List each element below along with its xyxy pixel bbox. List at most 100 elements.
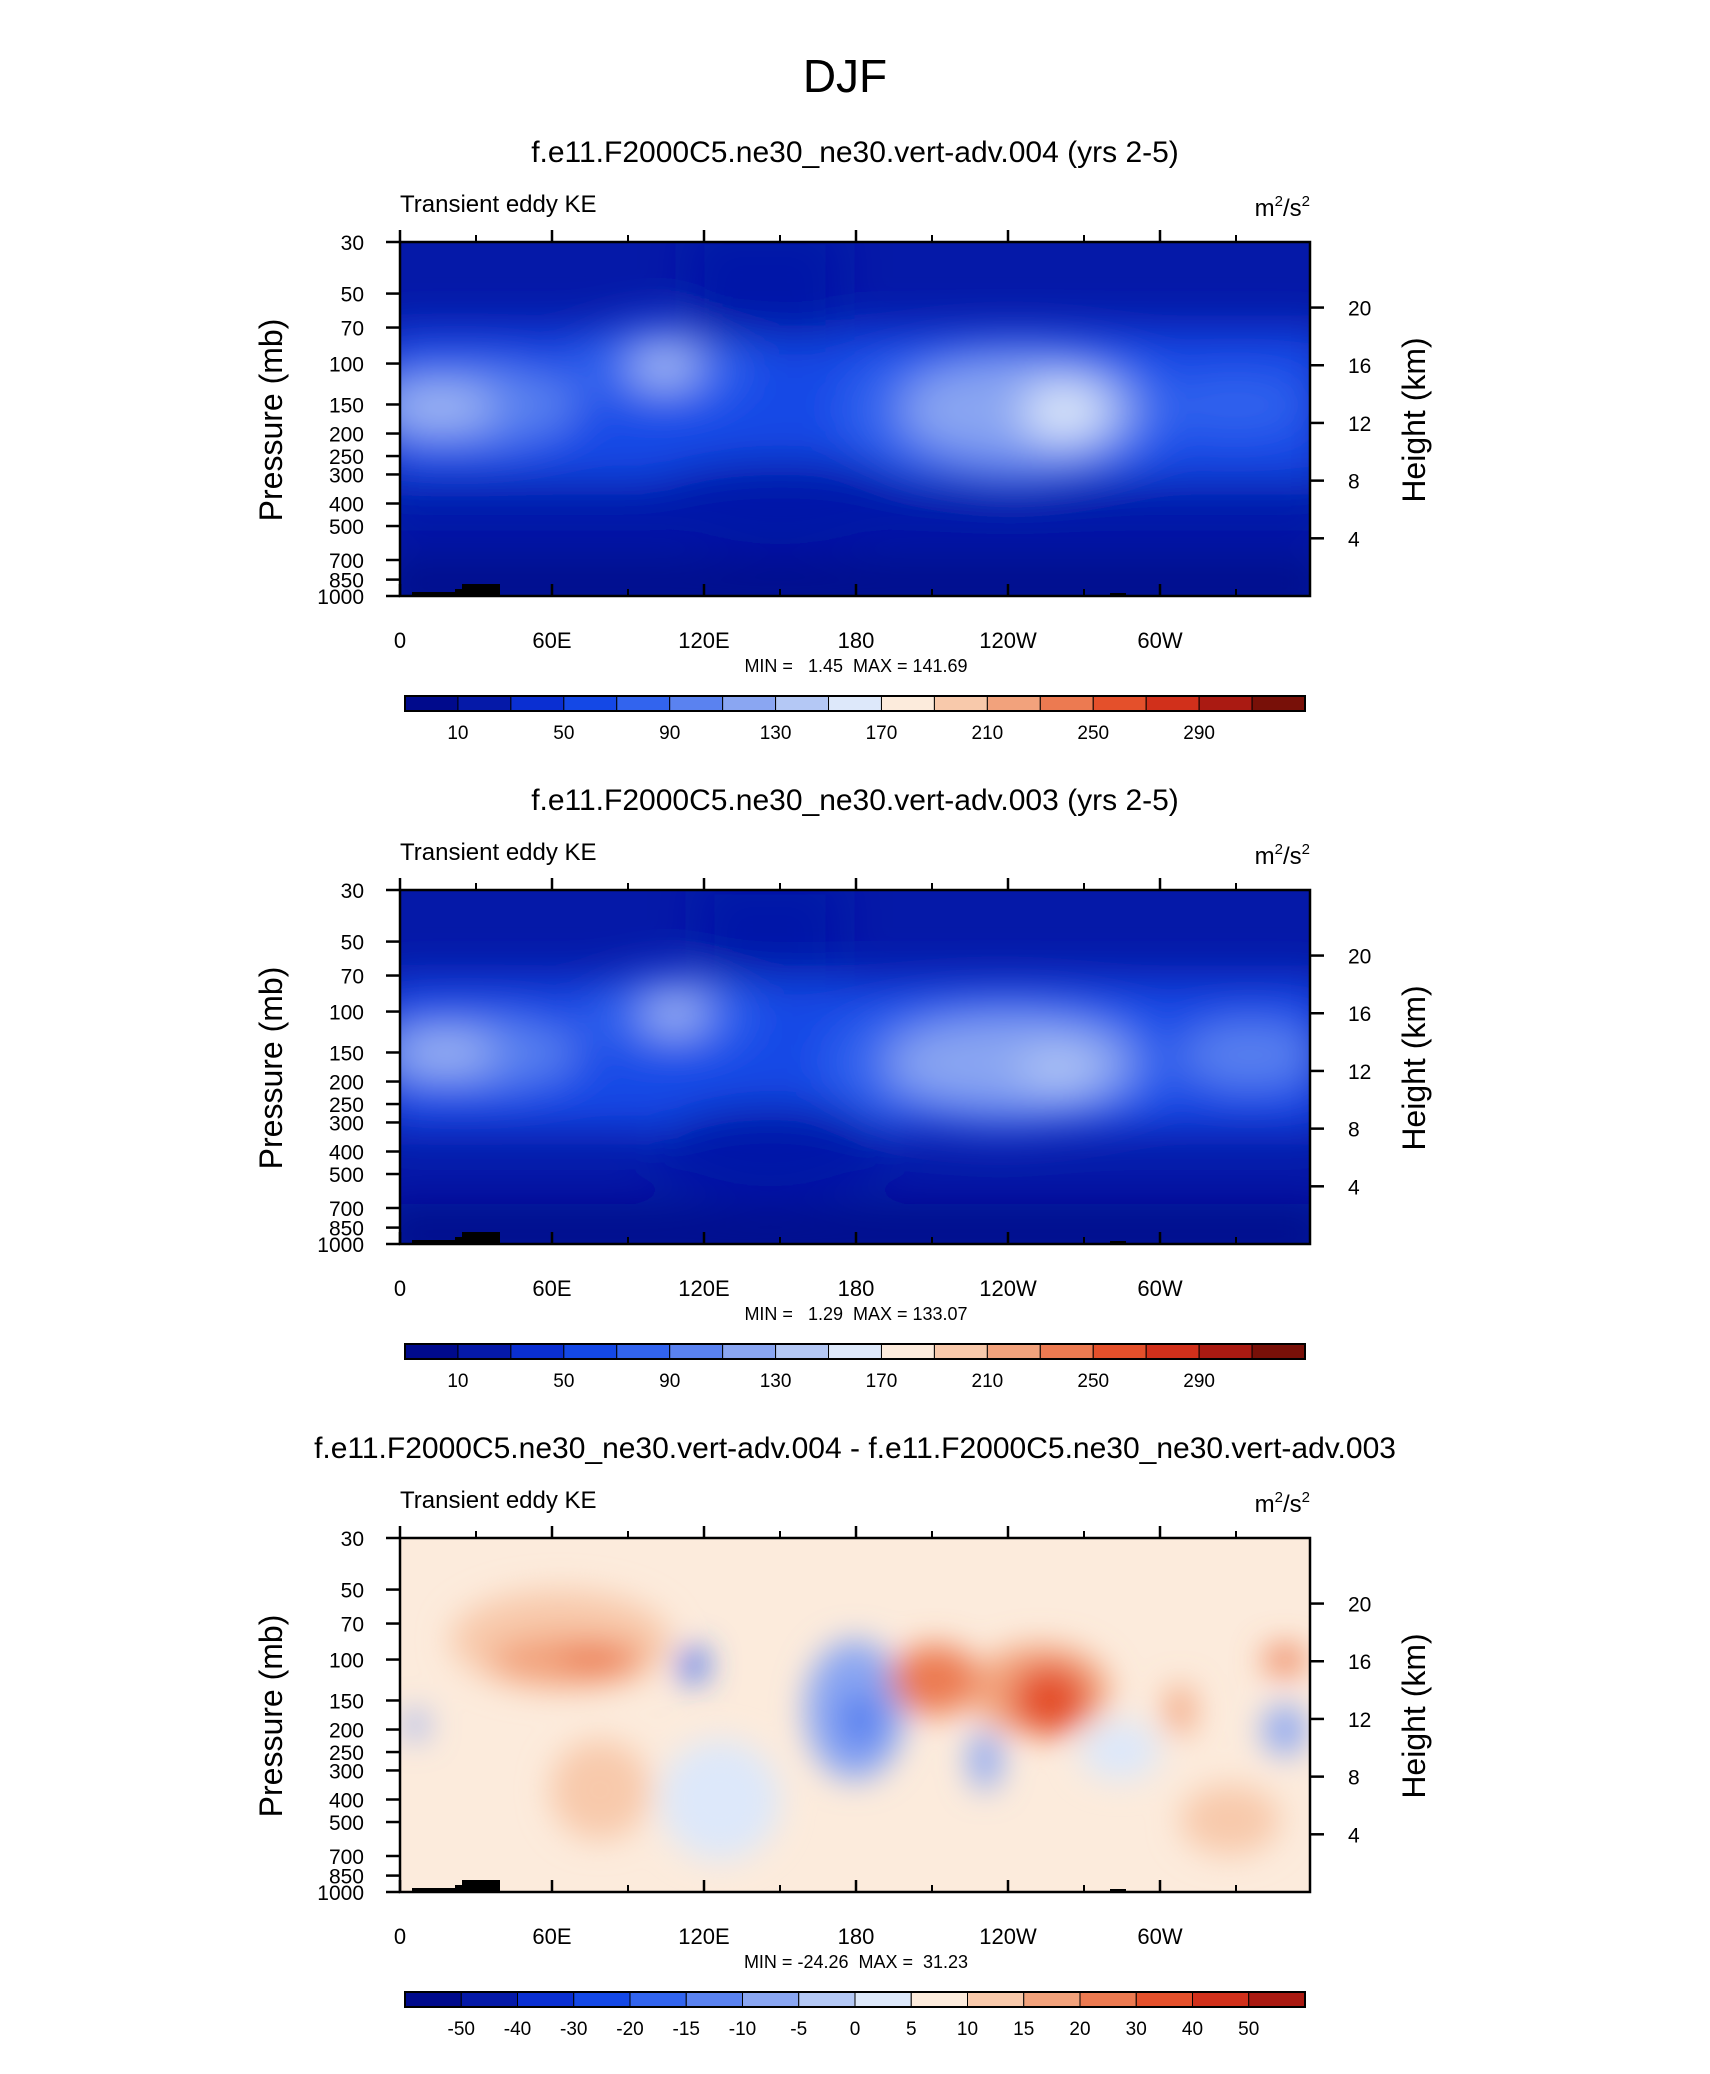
- colorbar-swatch: [910, 1991, 968, 2008]
- colorbar-swatch: [880, 1343, 935, 1360]
- colorbar-swatch: [967, 1991, 1025, 2008]
- colorbar-frame: [404, 1991, 1306, 2008]
- panel-2: f.e11.F2000C5.ne30_ne30.vert-adv.003 (yr…: [253, 784, 1432, 1392]
- panel-1-topography: [412, 584, 1126, 596]
- panel-1-colorbar: 10 50 90 130 170 210 250 290: [404, 695, 1306, 744]
- colorbar-swatch: [573, 1991, 631, 2008]
- y-tick-label: 500: [329, 1164, 364, 1187]
- colorbar-label: 10: [447, 1371, 468, 1392]
- colorbar-label: 210: [972, 1371, 1004, 1392]
- colorbar-label: 10: [447, 723, 468, 744]
- colorbar-swatch: [828, 1343, 882, 1360]
- y-tick-label: 50: [341, 932, 364, 955]
- y2-tick-label: 16: [1348, 1003, 1371, 1026]
- panel-2-variable-label: Transient eddy KE: [400, 839, 597, 866]
- colorbar-swatch: [1092, 695, 1147, 712]
- colorbar-label: 30: [1126, 2019, 1147, 2040]
- field-trough-tropics: [630, 460, 930, 550]
- colorbar-swatch: [510, 1343, 565, 1360]
- panel-2-ylabel: Pressure (mb): [253, 967, 289, 1170]
- x-tick-label: 120W: [979, 1924, 1037, 1949]
- panel-1-y2label: Height (km): [1396, 337, 1432, 502]
- y-tick-label: 150: [329, 394, 364, 417]
- panel-1-units: m2/s2: [1255, 193, 1310, 222]
- panel-3: f.e11.F2000C5.ne30_ne30.vert-adv.004 - f…: [253, 1432, 1432, 2040]
- panel-1: f.e11.F2000C5.ne30_ne30.vert-adv.004 (yr…: [253, 136, 1432, 744]
- y-tick-label: 1000: [317, 1234, 364, 1257]
- colorbar-swatch: [854, 1991, 912, 2008]
- x-tick-label: 120E: [678, 628, 729, 653]
- colorbar-swatch: [1079, 1991, 1137, 2008]
- colorbar-swatch: [722, 1343, 777, 1360]
- field-pos-east: [1263, 1646, 1307, 1674]
- y2-tick-label: 8: [1348, 471, 1360, 494]
- colorbar-swatch: [629, 1991, 687, 2008]
- colorbar-label: -40: [504, 2019, 531, 2040]
- field-neg-west-edge: [403, 1711, 427, 1739]
- y-tick-label: 50: [341, 1580, 364, 1603]
- topography-fill: [412, 1232, 500, 1244]
- y2-tick-label: 16: [1348, 1651, 1371, 1674]
- field-pos-asia-core: [560, 1648, 630, 1672]
- figure-title: DJF: [803, 50, 887, 102]
- colorbar-swatch: [404, 1991, 462, 2008]
- colorbar-swatch: [1039, 695, 1094, 712]
- colorbar-swatch: [1192, 1991, 1250, 2008]
- y2-tick-label: 4: [1348, 1824, 1360, 1847]
- colorbar-swatch: [1198, 1343, 1253, 1360]
- colorbar-label: -10: [729, 2019, 756, 2040]
- colorbar-frame: [404, 1343, 1306, 1360]
- y-tick-label: 70: [341, 966, 364, 989]
- colorbar-label: 170: [866, 1371, 898, 1392]
- colorbar-swatch: [510, 695, 565, 712]
- y-tick-label: 30: [341, 1528, 364, 1551]
- colorbar-swatch: [986, 1343, 1041, 1360]
- field-neg-mid: [969, 1730, 1001, 1790]
- colorbar-label: 50: [1238, 2019, 1259, 2040]
- field-jet-pacific-core: [1023, 384, 1107, 440]
- y2-tick-label: 4: [1348, 1176, 1360, 1199]
- colorbar-label: -50: [448, 2019, 475, 2040]
- y-tick-label: 30: [341, 232, 364, 255]
- panel-2-x-axis: 0 60E 120E 180 120W 60W: [394, 878, 1237, 1301]
- colorbar-label: 90: [659, 1371, 680, 1392]
- topography-ridge: [1110, 1889, 1126, 1892]
- colorbar-swatch: [1248, 1991, 1306, 2008]
- colorbar-swatch: [457, 695, 512, 712]
- colorbar-label: 130: [760, 723, 792, 744]
- colorbar-label: 50: [553, 723, 574, 744]
- colorbar-swatch: [1251, 1343, 1306, 1360]
- colorbar-swatch: [1251, 695, 1306, 712]
- field-neg-zone: [1080, 1720, 1160, 1780]
- field-jet-pacific-core: [1020, 1050, 1100, 1090]
- colorbar-swatch: [616, 1343, 671, 1360]
- panel-3-title: f.e11.F2000C5.ne30_ne30.vert-adv.004 - f…: [314, 1432, 1396, 1465]
- y2-tick-label: 12: [1348, 1709, 1371, 1732]
- panel-3-units: m2/s2: [1255, 1489, 1310, 1518]
- y-tick-label: 500: [329, 516, 364, 539]
- x-tick-label: 180: [838, 1276, 875, 1301]
- colorbar-swatch: [563, 1343, 618, 1360]
- field-trough-tropics: [650, 1105, 890, 1195]
- colorbar-label: 40: [1182, 2019, 1203, 2040]
- field-jet-west-core: [400, 392, 495, 424]
- y-tick-label: 700: [329, 1846, 364, 1869]
- panel-2-units: m2/s2: [1255, 841, 1310, 870]
- y-tick-label: 250: [329, 446, 364, 469]
- colorbar-label: 130: [760, 1371, 792, 1392]
- panel-2-height-axis: 20 16 12 8 4: [1310, 946, 1371, 1199]
- x-tick-label: 120W: [979, 1276, 1037, 1301]
- field-pos-pacific-west: [890, 1645, 980, 1715]
- panel-2-title: f.e11.F2000C5.ne30_ne30.vert-adv.003 (yr…: [531, 784, 1179, 817]
- y2-tick-label: 12: [1348, 413, 1371, 436]
- field-pos-east-lower: [1180, 1785, 1280, 1855]
- colorbar-swatch: [880, 695, 935, 712]
- colorbar-swatch: [563, 695, 618, 712]
- y-tick-label: 500: [329, 1812, 364, 1835]
- y-tick-label: 30: [341, 880, 364, 903]
- x-tick-label: 60E: [532, 1924, 571, 1949]
- field-pos-atlantic: [1166, 1685, 1194, 1735]
- y-tick-label: 100: [329, 1002, 364, 1025]
- y-tick-label: 1000: [317, 1882, 364, 1905]
- panel-1-variable-label: Transient eddy KE: [400, 191, 597, 218]
